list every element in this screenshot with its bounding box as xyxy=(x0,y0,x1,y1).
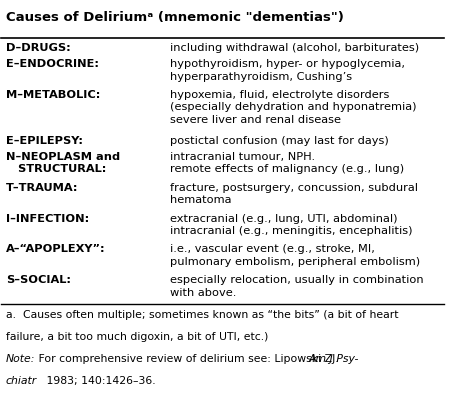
Text: I–INFECTION:: I–INFECTION: xyxy=(6,213,89,223)
Text: postictal confusion (may last for days): postictal confusion (may last for days) xyxy=(170,136,388,146)
Text: fracture, postsurgery, concussion, subdural
hematoma: fracture, postsurgery, concussion, subdu… xyxy=(170,182,418,205)
Text: especially relocation, usually in combination
with above.: especially relocation, usually in combin… xyxy=(170,275,423,297)
Text: 1983; 140:1426–36.: 1983; 140:1426–36. xyxy=(43,375,155,385)
Text: extracranial (e.g., lung, UTI, abdominal)
intracranial (e.g., meningitis, enceph: extracranial (e.g., lung, UTI, abdominal… xyxy=(170,213,412,235)
Text: a.  Causes often multiple; sometimes known as “the bits” (a bit of heart: a. Causes often multiple; sometimes know… xyxy=(6,310,398,320)
Text: Note:: Note: xyxy=(6,353,35,363)
Text: chiatr: chiatr xyxy=(6,375,37,385)
Text: intracranial tumour, NPH.
remote effects of malignancy (e.g., lung): intracranial tumour, NPH. remote effects… xyxy=(170,152,404,174)
Text: including withdrawal (alcohol, barbiturates): including withdrawal (alcohol, barbitura… xyxy=(170,43,419,53)
Text: Am J Psy-: Am J Psy- xyxy=(309,353,359,363)
Text: For comprehensive review of delirium see: Lipowski ZJ.: For comprehensive review of delirium see… xyxy=(36,353,343,363)
Text: E–ENDOCRINE:: E–ENDOCRINE: xyxy=(6,59,99,69)
Text: A–“APOPLEXY”:: A–“APOPLEXY”: xyxy=(6,244,105,254)
Text: E–EPILEPSY:: E–EPILEPSY: xyxy=(6,136,83,146)
Text: i.e., vascular event (e.g., stroke, MI,
pulmonary embolism, peripheral embolism): i.e., vascular event (e.g., stroke, MI, … xyxy=(170,244,419,266)
Text: Causes of Deliriumᵃ (mnemonic "dementias"): Causes of Deliriumᵃ (mnemonic "dementias… xyxy=(6,11,344,24)
Text: M–METABOLIC:: M–METABOLIC: xyxy=(6,90,100,100)
Text: hypoxemia, fluid, electrolyte disorders
(especially dehydration and hyponatremia: hypoxemia, fluid, electrolyte disorders … xyxy=(170,90,416,125)
Text: failure, a bit too much digoxin, a bit of UTI, etc.): failure, a bit too much digoxin, a bit o… xyxy=(6,331,268,341)
Text: hypothyroidism, hyper- or hypoglycemia,
hyperparathyroidism, Cushing’s: hypothyroidism, hyper- or hypoglycemia, … xyxy=(170,59,404,81)
Text: S–SOCIAL:: S–SOCIAL: xyxy=(6,275,71,285)
Text: N–NEOPLASM and
   STRUCTURAL:: N–NEOPLASM and STRUCTURAL: xyxy=(6,152,120,174)
Text: D–DRUGS:: D–DRUGS: xyxy=(6,43,71,53)
Text: T–TRAUMA:: T–TRAUMA: xyxy=(6,182,78,192)
